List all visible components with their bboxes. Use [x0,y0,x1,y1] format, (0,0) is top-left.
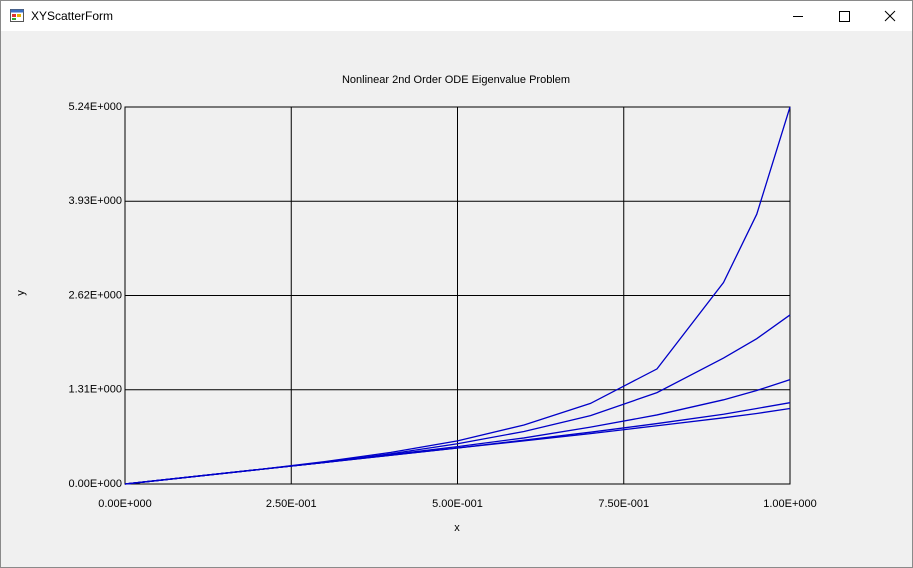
y-axis-label: y [15,290,27,296]
app-icon [10,9,24,22]
series-line [124,407,791,485]
y-tick-label: 5.24E+000 [68,101,122,113]
title-bar: XYScatterForm [1,1,912,31]
maximize-button[interactable] [821,1,867,31]
chart: Nonlinear 2nd Order ODE Eigenvalue Probl… [15,74,817,534]
close-button[interactable] [867,1,913,31]
x-tick-label: 0.00E+000 [98,498,152,510]
x-tick-label: 1.00E+000 [763,498,817,510]
y-tick-label: 1.31E+000 [68,384,122,396]
window-title: XYScatterForm [31,9,114,23]
x-tick-label: 7.50E-001 [598,498,649,510]
y-tick-label: 3.93E+000 [68,195,122,207]
chart-title: Nonlinear 2nd Order ODE Eigenvalue Probl… [342,74,570,86]
x-tick-label: 2.50E-001 [266,498,317,510]
minimize-button[interactable] [775,1,821,31]
y-tick-label: 0.00E+000 [68,478,122,490]
x-axis-label: x [454,522,460,534]
y-tick-label: 2.62E+000 [68,289,122,301]
x-tick-label: 5.00E-001 [432,498,483,510]
